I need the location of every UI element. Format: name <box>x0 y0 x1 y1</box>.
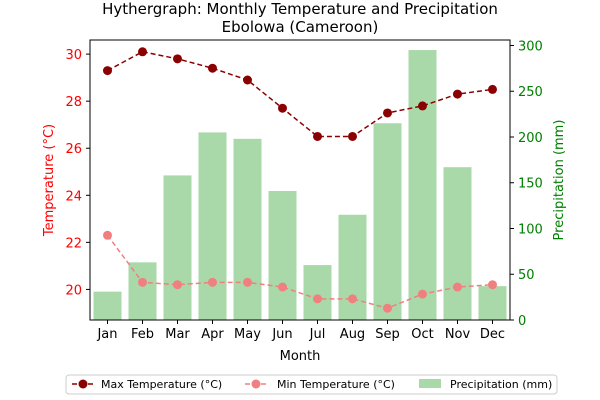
x-tick-label-mar: Mar <box>165 327 190 342</box>
max-temperature-point-oct <box>418 101 427 111</box>
x-tick-label-oct: Oct <box>411 327 433 342</box>
min-temperature-point-jul <box>313 294 322 304</box>
y-left-tick-label-30: 30 <box>65 48 82 63</box>
max-temperature-point-nov <box>453 89 462 99</box>
y-axis-right-ticks: 0 50 100 150 200 250 300 <box>510 39 543 329</box>
y-right-tick-label-50: 50 <box>518 268 535 283</box>
x-axis-ticks: Jan Feb Mar Apr May Jun Jul Aug Sep Oct Nov Dec <box>96 320 505 342</box>
max-temperature-line <box>107 50 493 138</box>
y-right-tick-label-250: 250 <box>518 85 543 100</box>
max-temperature-point-feb <box>138 47 147 57</box>
legend: Max Temperature (°C) Min Temperature (°C… <box>65 374 558 395</box>
y-right-tick-label-200: 200 <box>518 131 543 146</box>
x-tick-label-sep: Sep <box>375 327 400 342</box>
x-tick-label-may: May <box>234 327 261 342</box>
x-tick-label-dec: Dec <box>480 327 505 342</box>
x-tick-label-jul: Jul <box>309 327 326 342</box>
x-tick-label-apr: Apr <box>201 327 224 342</box>
max-temperature-point-apr <box>208 63 217 73</box>
legend-precip-label: Precipitation (mm) <box>450 378 552 391</box>
precipitation-bar-sep <box>373 123 402 320</box>
min-temperature-point-apr <box>208 277 217 287</box>
y-left-tick-label-22: 22 <box>65 236 82 251</box>
x-tick-label-jan: Jan <box>96 327 117 342</box>
max-temperature-point-sep <box>383 108 392 118</box>
max-temperature-point-jan <box>103 66 112 76</box>
legend-max-label: Max Temperature (°C) <box>101 378 222 391</box>
y-axis-left-label: Temperature (°C) <box>42 124 57 237</box>
min-temperature-point-aug <box>348 294 357 304</box>
temperature-lines <box>103 47 497 313</box>
precipitation-bar-aug <box>338 214 367 320</box>
legend-min-label: Min Temperature (°C) <box>277 378 395 391</box>
x-tick-label-jun: Jun <box>271 327 292 342</box>
precipitation-bar-jun <box>268 190 297 320</box>
y-left-tick-label-24: 24 <box>65 189 82 204</box>
min-temperature-point-mar <box>173 280 182 290</box>
min-temperature-point-oct <box>418 289 427 299</box>
precipitation-bar-feb <box>128 262 157 320</box>
precipitation-bar-dec <box>478 286 507 320</box>
x-axis-label: Month <box>280 349 321 364</box>
y-right-tick-label-150: 150 <box>518 177 543 192</box>
max-temperature-point-mar <box>173 54 182 64</box>
legend-precip-swatch <box>419 379 441 388</box>
legend-min-swatch-marker <box>251 379 261 389</box>
y-left-tick-label-28: 28 <box>65 95 82 110</box>
precipitation-bar-nov <box>443 167 472 320</box>
min-temperature-point-jun <box>278 282 287 292</box>
x-tick-label-feb: Feb <box>131 327 154 342</box>
precipitation-bars <box>93 50 507 320</box>
y-right-tick-label-100: 100 <box>518 222 543 237</box>
min-temperature-point-nov <box>453 282 462 292</box>
y-left-tick-label-20: 20 <box>65 283 82 298</box>
max-temperature-point-dec <box>488 84 497 94</box>
precipitation-bar-may <box>233 138 262 320</box>
y-axis-left-ticks: 20 22 24 26 28 30 <box>65 48 90 298</box>
x-tick-label-nov: Nov <box>445 327 471 342</box>
y-right-tick-label-300: 300 <box>518 39 543 54</box>
precipitation-bar-jan <box>93 291 122 320</box>
precipitation-bar-oct <box>408 50 437 320</box>
precipitation-bar-mar <box>163 175 192 320</box>
min-temperature-point-jan <box>103 230 112 240</box>
max-temperature-point-jul <box>313 131 322 141</box>
x-tick-label-aug: Aug <box>340 327 365 342</box>
chart-subtitle: Ebolowa (Cameroon) <box>222 18 379 36</box>
y-right-tick-label-0: 0 <box>518 314 526 329</box>
plot-frame <box>89 39 511 321</box>
min-temperature-point-feb <box>138 277 147 287</box>
min-temperature-point-sep <box>383 303 392 313</box>
min-temperature-line <box>106 234 493 310</box>
y-axis-right-label: Precipitation (mm) <box>552 120 567 241</box>
max-temperature-point-may <box>243 75 252 85</box>
max-temperature-point-jun <box>278 103 287 113</box>
precipitation-bar-apr <box>198 132 227 320</box>
max-temperature-point-aug <box>348 131 357 141</box>
min-temperature-point-may <box>243 277 252 287</box>
chart-title: Hythergraph: Monthly Temperature and Pre… <box>102 0 498 18</box>
legend-max-swatch-marker <box>78 379 88 389</box>
precipitation-bar-jul <box>303 265 332 320</box>
min-temperature-point-dec <box>488 280 497 290</box>
y-left-tick-label-26: 26 <box>65 142 82 157</box>
